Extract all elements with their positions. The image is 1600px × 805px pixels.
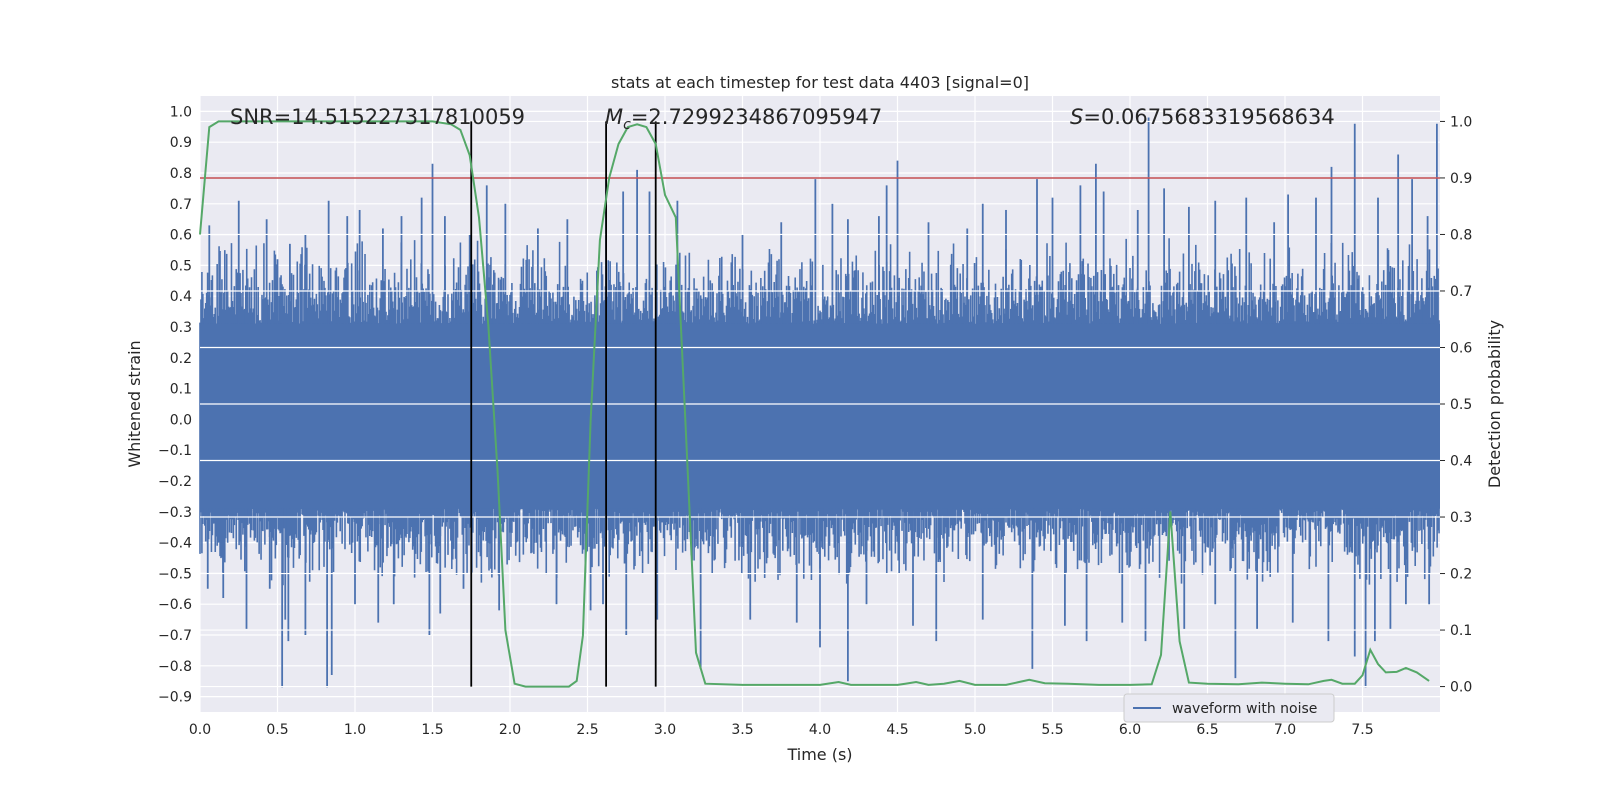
right-y-tick-label: 0.1 <box>1450 623 1472 639</box>
chirp-mass-value: =2.7299234867095947 <box>631 105 882 129</box>
x-tick-label: 5.5 <box>1041 722 1063 738</box>
chart-title: stats at each timestep for test data 440… <box>611 73 1029 92</box>
s-annotation: S=0.0675683319568634 <box>1070 105 1335 129</box>
probability-series <box>199 120 1430 688</box>
y-tick-label: −0.3 <box>158 505 192 521</box>
y-tick-label: 0.7 <box>170 197 192 213</box>
x-tick-label: 1.0 <box>344 722 366 738</box>
right-y-tick-label: 0.9 <box>1450 171 1472 187</box>
legend: waveform with noise <box>1123 693 1335 723</box>
right-y-tick-label: 0.0 <box>1450 680 1472 696</box>
vertical-markers <box>470 121 657 687</box>
right-y-tick-label: 0.8 <box>1450 227 1472 243</box>
x-axis-ticks: 0.0 0.5 1.0 1.5 2.0 2.5 3.0 3.5 4.0 4.5 5.0 5.5 6.0 6… <box>189 722 1374 738</box>
y-tick-label: −0.1 <box>158 443 192 459</box>
y-tick-label: 0.4 <box>170 289 192 305</box>
y-tick-label: 0.3 <box>170 320 192 336</box>
legend-box <box>1123 693 1335 723</box>
y-tick-label: −0.4 <box>158 536 192 552</box>
right-y-tick-label: 0.6 <box>1450 340 1472 356</box>
x-tick-label: 2.0 <box>499 722 521 738</box>
right-y-axis-label: Detection probability <box>1485 320 1504 488</box>
x-tick-label: 7.0 <box>1274 722 1296 738</box>
y-tick-label: 0.9 <box>170 135 192 151</box>
y-tick-label: 0.6 <box>170 228 192 244</box>
y-tick-label: −0.6 <box>158 597 192 613</box>
y-tick-label: 0.2 <box>170 351 192 367</box>
y-tick-label: 0.8 <box>170 166 192 182</box>
chirp-mass-subscript: c <box>623 117 631 133</box>
y-tick-label: 1.0 <box>170 104 192 120</box>
x-tick-label: 3.5 <box>731 722 753 738</box>
s-symbol: S <box>1070 105 1083 129</box>
x-tick-label: 2.5 <box>576 722 598 738</box>
x-tick-label: 4.5 <box>886 722 908 738</box>
x-tick-label: 4.0 <box>809 722 831 738</box>
x-tick-label: 0.5 <box>266 722 288 738</box>
probability-line <box>199 120 1430 688</box>
x-tick-label: 3.0 <box>654 722 676 738</box>
s-value: =0.0675683319568634 <box>1083 105 1334 129</box>
x-tick-label: 1.5 <box>421 722 443 738</box>
y-axis-label: Whitened strain <box>125 340 144 467</box>
right-y-tick-label: 0.4 <box>1450 454 1472 470</box>
chirp-mass-symbol: M <box>605 105 623 129</box>
right-y-tick-label: 0.7 <box>1450 284 1472 300</box>
x-tick-label: 5.0 <box>964 722 986 738</box>
x-axis-label: Time (s) <box>786 745 852 764</box>
x-tick-label: 0.0 <box>189 722 211 738</box>
waveform-dense-band <box>200 323 1440 509</box>
right-y-tick-label: 1.0 <box>1450 114 1472 130</box>
y-tick-label: 0.5 <box>170 258 192 274</box>
right-y-tick-label: 0.3 <box>1450 510 1472 526</box>
right-y-axis-ticks: 0.0 0.1 0.2 0.3 0.4 0.5 0.6 0.7 0.8 0.9 1.0 <box>1440 114 1472 696</box>
x-tick-label: 6.0 <box>1119 722 1141 738</box>
x-tick-label: 7.5 <box>1351 722 1373 738</box>
legend-label-waveform: waveform with noise <box>1172 701 1317 717</box>
y-tick-label: −0.5 <box>158 566 192 582</box>
right-y-tick-label: 0.2 <box>1450 567 1472 583</box>
y-axis-ticks: −0.9 −0.8 −0.7 −0.6 −0.5 −0.4 −0.3 −0.2 −0.1 0.0 0… <box>158 104 192 705</box>
y-tick-label: 0.0 <box>170 412 192 428</box>
y-tick-label: −0.8 <box>158 659 192 675</box>
y-tick-label: 0.1 <box>170 382 192 398</box>
y-tick-label: −0.9 <box>158 690 192 706</box>
x-tick-label: 6.5 <box>1196 722 1218 738</box>
y-tick-label: −0.2 <box>158 474 192 490</box>
y-tick-label: −0.7 <box>158 628 192 644</box>
right-y-tick-label: 0.5 <box>1450 397 1472 413</box>
snr-annotation: SNR=14.515227317810059 <box>230 105 525 129</box>
chirp-mass-annotation: Mc=2.7299234867095947 <box>605 105 882 133</box>
